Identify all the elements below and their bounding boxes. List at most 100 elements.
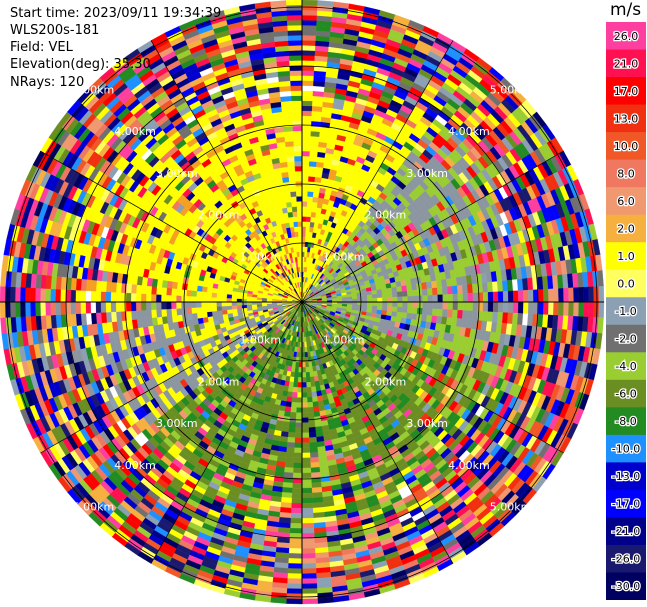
velocity-bin bbox=[301, 523, 315, 529]
velocity-bin bbox=[301, 462, 311, 469]
velocity-bin bbox=[292, 386, 298, 393]
velocity-bin bbox=[284, 406, 292, 413]
velocity-bin bbox=[312, 406, 320, 413]
velocity-bin bbox=[289, 523, 303, 529]
velocity-bin bbox=[310, 472, 321, 479]
velocity-bin bbox=[311, 482, 322, 489]
velocity-bin bbox=[568, 301, 574, 317]
velocity-bin bbox=[293, 447, 303, 454]
velocity-bin bbox=[301, 593, 318, 600]
velocity-bin bbox=[301, 487, 313, 494]
velocity-bin bbox=[407, 301, 413, 308]
velocity-bin bbox=[311, 206, 318, 213]
velocity-bin bbox=[422, 295, 428, 303]
velocity-bin bbox=[312, 401, 319, 408]
velocity-bin bbox=[301, 553, 316, 559]
velocity-bin bbox=[457, 310, 463, 319]
velocity-bin bbox=[301, 548, 316, 554]
velocity-bin bbox=[301, 422, 309, 428]
velocity-bins bbox=[0, 0, 605, 605]
velocity-bin bbox=[301, 573, 317, 579]
velocity-bin bbox=[290, 517, 303, 524]
velocity-bin bbox=[432, 301, 439, 310]
velocity-bin bbox=[311, 391, 318, 398]
velocity-bin bbox=[286, 447, 295, 453]
velocity-bin bbox=[301, 512, 314, 519]
velocity-bin bbox=[371, 305, 378, 311]
velocity-bin bbox=[507, 301, 514, 314]
velocity-bin bbox=[310, 135, 320, 142]
velocity-bin bbox=[281, 492, 293, 499]
velocity-bin bbox=[301, 362, 306, 368]
velocity-bin bbox=[523, 301, 529, 315]
velocity-bin bbox=[431, 308, 438, 317]
velocity-bin bbox=[287, 578, 303, 585]
velocity-bin bbox=[296, 402, 303, 408]
velocity-bin bbox=[301, 467, 312, 474]
velocity-bin bbox=[301, 9, 318, 16]
velocity-bin bbox=[573, 301, 579, 317]
velocity-bin bbox=[301, 201, 308, 207]
velocity-bin bbox=[583, 301, 590, 318]
velocity-bin bbox=[293, 457, 303, 464]
velocity-bin bbox=[372, 301, 378, 307]
velocity-bin bbox=[548, 301, 554, 316]
velocity-bin bbox=[292, 467, 303, 474]
velocity-bin bbox=[312, 191, 320, 198]
velocity-bin bbox=[301, 583, 318, 590]
velocity-bin bbox=[306, 211, 312, 218]
velocity-bin bbox=[308, 426, 316, 433]
velocity-bin bbox=[382, 301, 388, 307]
velocity-bin bbox=[301, 4, 318, 11]
velocity-bin bbox=[308, 361, 313, 368]
velocity-bin bbox=[437, 294, 444, 303]
velocity-bin bbox=[311, 115, 322, 122]
velocity-bin bbox=[401, 290, 408, 297]
velocity-bin bbox=[411, 283, 418, 291]
velocity-bin bbox=[381, 288, 388, 294]
velocity-bin bbox=[588, 286, 595, 303]
velocity-bin bbox=[314, 421, 322, 428]
velocity-bin bbox=[301, 216, 307, 222]
velocity-bin bbox=[467, 292, 474, 303]
velocity-bin bbox=[304, 356, 309, 363]
velocity-bin bbox=[412, 301, 418, 309]
velocity-bin bbox=[291, 391, 298, 398]
velocity-bin bbox=[310, 125, 321, 132]
velocity-bin bbox=[307, 186, 315, 193]
velocity-bin bbox=[311, 492, 323, 499]
velocity-bin bbox=[301, 176, 309, 182]
velocity-bin bbox=[487, 301, 494, 313]
velocity-bin bbox=[293, 371, 299, 378]
velocity-bin bbox=[497, 291, 504, 303]
velocity-bin bbox=[523, 289, 529, 303]
velocity-bin bbox=[301, 14, 318, 21]
velocity-bin bbox=[282, 482, 293, 489]
velocity-bin bbox=[301, 497, 313, 504]
velocity-bin bbox=[290, 401, 297, 408]
velocity-bin bbox=[457, 293, 464, 303]
velocity-bin bbox=[517, 290, 524, 303]
velocity-bin bbox=[309, 146, 319, 152]
velocity-bin bbox=[482, 301, 489, 312]
velocity-bin bbox=[288, 426, 296, 433]
velocity-bin bbox=[487, 311, 494, 323]
velocity-bin bbox=[538, 289, 544, 303]
velocity-bin bbox=[387, 301, 393, 307]
velocity-bin bbox=[492, 311, 499, 323]
velocity-bin bbox=[442, 294, 449, 303]
velocity-bin bbox=[287, 437, 296, 443]
velocity-bin bbox=[292, 381, 298, 388]
velocity-bin bbox=[291, 487, 303, 494]
velocity-bin bbox=[291, 502, 303, 509]
velocity-bin bbox=[301, 517, 314, 524]
velocity-bin bbox=[308, 176, 316, 183]
velocity-bin bbox=[467, 310, 474, 321]
velocity-bin bbox=[472, 310, 479, 321]
velocity-bin bbox=[457, 285, 463, 294]
velocity-bin bbox=[281, 487, 293, 494]
velocity-bin bbox=[568, 287, 574, 303]
velocity-bin bbox=[462, 301, 469, 311]
velocity-bin bbox=[472, 301, 479, 312]
velocity-bin bbox=[426, 315, 433, 323]
